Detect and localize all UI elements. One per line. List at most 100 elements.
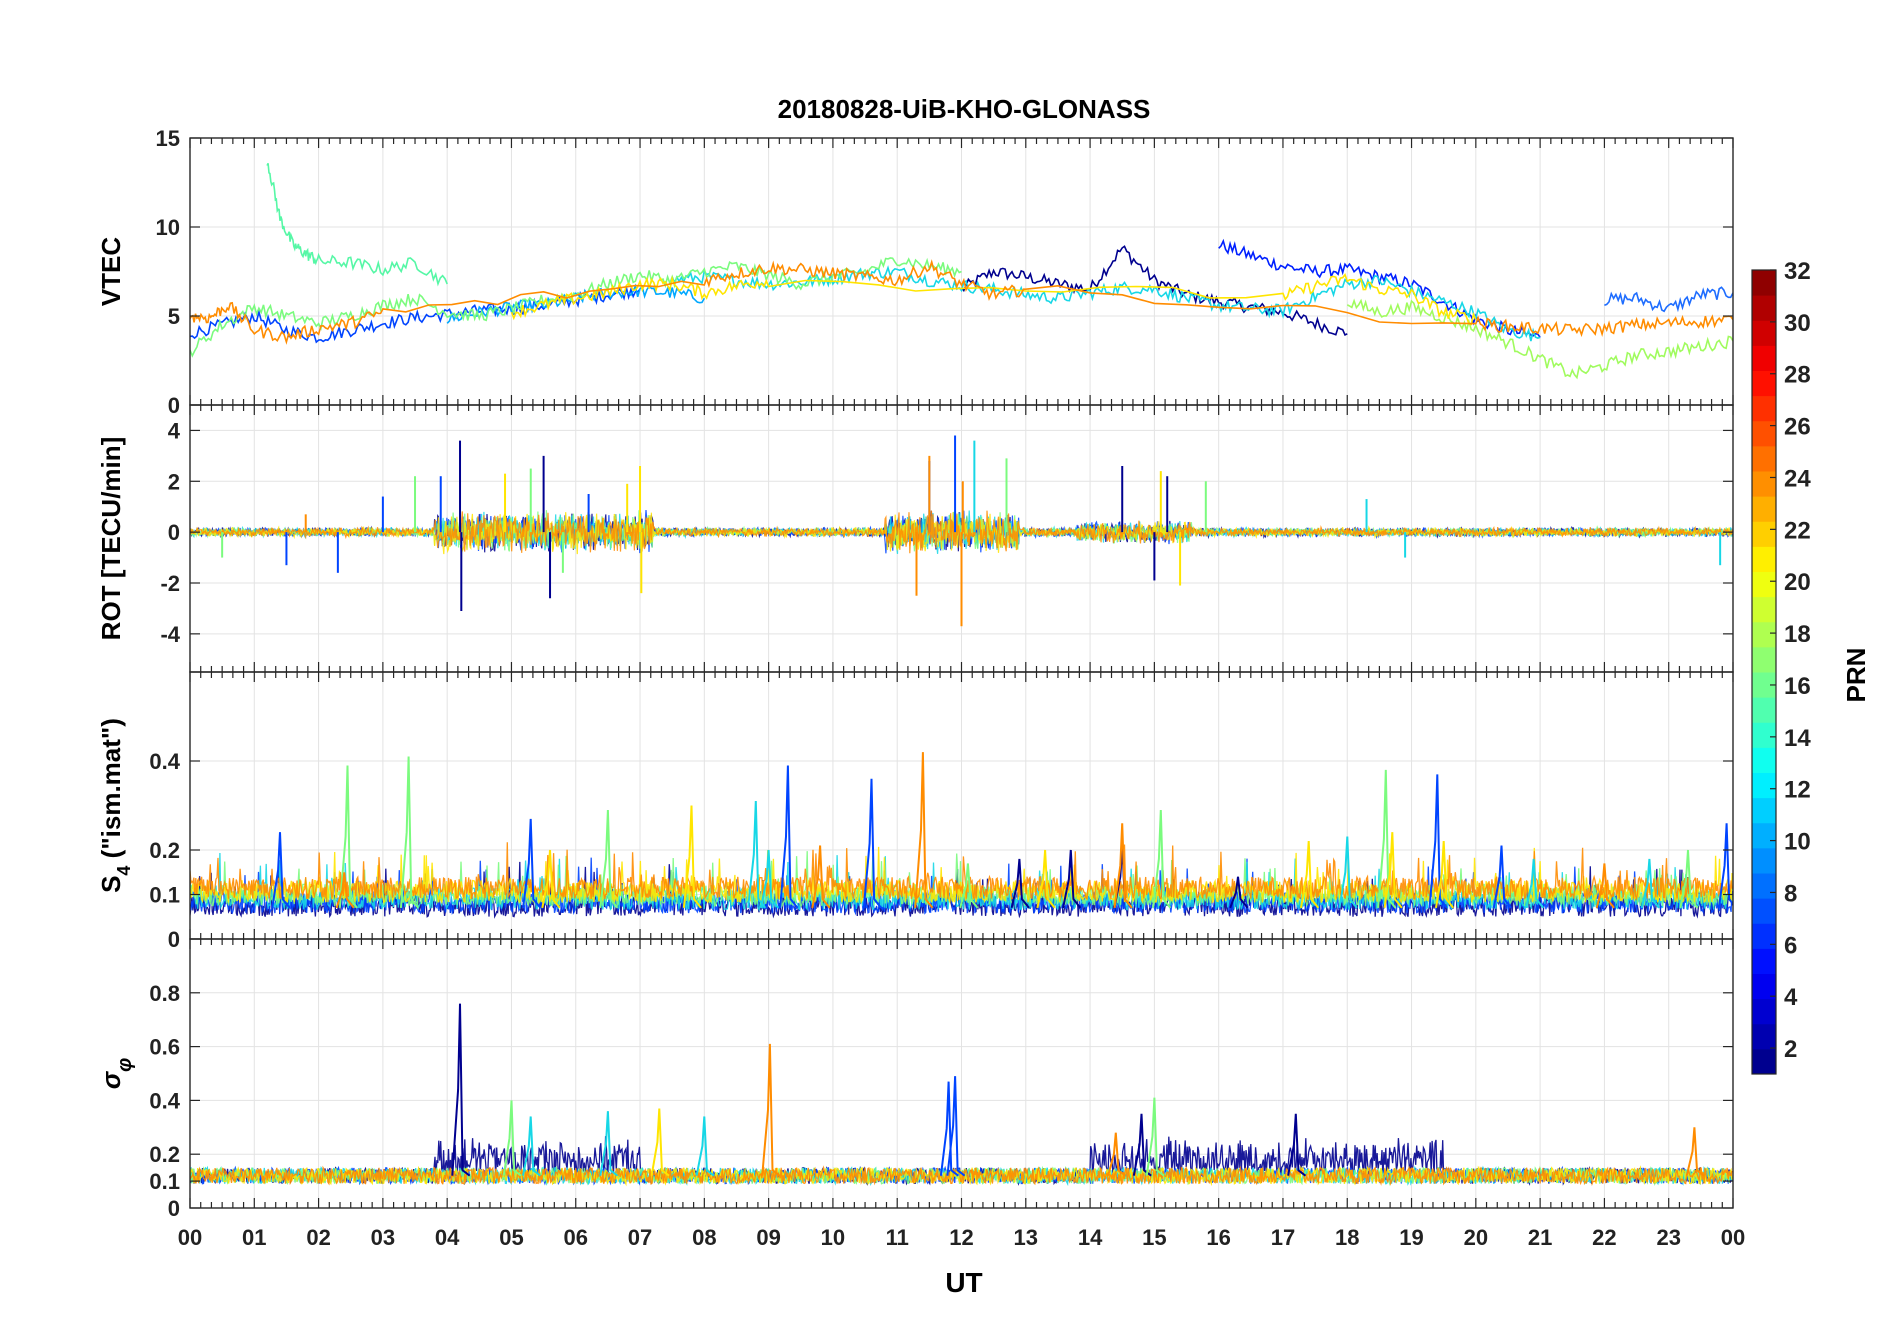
x-tick-label: 00 — [178, 1225, 202, 1250]
s4-peak-prn20 — [1435, 841, 1455, 909]
y-tick-label: 0 — [168, 927, 180, 952]
s4-peak-prn23 — [914, 752, 934, 909]
colorbar-segment — [1752, 571, 1776, 598]
panel-s4: 0 0.1 0.2 0.4 S4 ("ism.mat") — [96, 671, 1734, 952]
s4-peak-prn5 — [779, 765, 799, 909]
s4-noise-5 — [190, 842, 1733, 902]
y-axis-label-s4: S4 ("ism.mat") — [96, 718, 134, 893]
ticks-vtec — [189, 137, 1734, 406]
s4-peak-prn5 — [271, 832, 291, 909]
x-tick-label: 10 — [821, 1225, 845, 1250]
colorbar-tick-label: 8 — [1784, 880, 1797, 907]
x-tick-label: 14 — [1078, 1225, 1103, 1250]
s4-peak-prn23 — [1113, 823, 1133, 909]
s4-peak-prn16 — [1679, 849, 1699, 909]
sigma-peak-prn1 — [451, 1003, 471, 1177]
s4-peak-prn5 — [862, 778, 882, 909]
colorbar-segment — [1752, 596, 1776, 623]
s4-peak-prn12 — [1338, 836, 1358, 909]
x-tick-label: 05 — [499, 1225, 523, 1250]
colorbar-tick-label: 32 — [1784, 258, 1811, 285]
x-tick-label: 18 — [1335, 1225, 1359, 1250]
x-tick-label: 22 — [1592, 1225, 1616, 1250]
colorbar-segment — [1752, 898, 1776, 924]
x-tick-label: 01 — [242, 1225, 266, 1250]
data-sigma_phi — [190, 1003, 1733, 1187]
colorbar-tick-label: 16 — [1784, 673, 1811, 700]
vtec-series-prn-17 — [1346, 298, 1733, 380]
colorbar-segment — [1752, 521, 1776, 547]
x-tick-label: 04 — [435, 1225, 460, 1250]
s4-peak-prn23 — [811, 845, 831, 909]
s4-peak-prn16 — [338, 765, 358, 909]
colorbar-segment — [1752, 948, 1776, 974]
y-tick-label: 0.1 — [149, 1169, 180, 1194]
s4-peak-prn1 — [1062, 849, 1082, 909]
panel-vtec: 0 5 10 15 VTEC — [96, 126, 1734, 418]
sigma-peak-prn16 — [502, 1100, 522, 1177]
colorbar-tick-label: 24 — [1784, 465, 1811, 492]
sigma-peak-prn5 — [946, 1076, 966, 1177]
colorbar-segment — [1752, 320, 1776, 346]
s4-peak-prn1 — [1229, 876, 1249, 909]
colorbar-segment — [1752, 345, 1776, 371]
x-axis-label: UT — [945, 1267, 982, 1298]
colorbar-segment — [1752, 847, 1776, 874]
x-tick-label: 09 — [756, 1225, 780, 1250]
sigma-noise-5 — [190, 1165, 1733, 1187]
colorbar-tick-label: 28 — [1784, 362, 1811, 389]
x-tick-label: 23 — [1656, 1225, 1680, 1250]
sigma-peak-prn5 — [939, 1081, 959, 1177]
s4-peak-prn16 — [599, 809, 619, 909]
s4-peak-prn16 — [959, 863, 979, 909]
y-axis-label-sigma_phi: σφ — [96, 1058, 136, 1089]
s4-peak-prn16 — [1377, 769, 1397, 909]
colorbar-segment — [1752, 496, 1776, 522]
vtec-series-prn-20 — [510, 273, 1477, 326]
s4-peak-prn20 — [1300, 841, 1320, 909]
s4-peak-prn12 — [747, 800, 767, 909]
colorbar-segment — [1752, 370, 1776, 397]
colorbar-tick-label: 30 — [1784, 310, 1811, 337]
vtec-series-prn-7 — [1604, 286, 1733, 313]
colorbar-segment — [1752, 797, 1776, 824]
x-tick-label: 19 — [1399, 1225, 1423, 1250]
vtec-series-prn-10 — [446, 283, 706, 324]
colorbar-segment — [1752, 395, 1776, 422]
x-tick-label: 21 — [1528, 1225, 1552, 1250]
sigma-peak-prn23 — [761, 1043, 781, 1177]
colorbar-segment — [1752, 973, 1776, 1000]
s4-peak-prn23 — [1595, 863, 1615, 909]
y-tick-label: 0 — [168, 1196, 180, 1221]
x-tick-label: 00 — [1721, 1225, 1745, 1250]
s4-peak-prn12 — [759, 849, 780, 909]
vtec-series-prn-4 — [1218, 238, 1541, 338]
x-tick-label: 17 — [1271, 1225, 1295, 1250]
grid-rot — [190, 405, 1733, 672]
sigma-peak-prn12 — [599, 1111, 619, 1177]
ticks-sigma_phi — [189, 939, 1734, 1209]
data-vtec — [190, 162, 1733, 380]
s4-peak-prn5 — [1717, 823, 1733, 909]
y-tick-label: 4 — [168, 418, 181, 443]
colorbar-tick-label: 14 — [1784, 725, 1811, 752]
colorbar-tick-label: 12 — [1784, 777, 1811, 804]
colorbar-segment — [1752, 445, 1776, 472]
s4-peak-prn20 — [541, 849, 561, 909]
s4-peak-prn5 — [522, 818, 542, 909]
x-tick-label: 13 — [1014, 1225, 1038, 1250]
s4-peak-prn12 — [1525, 858, 1545, 909]
x-tick-label: 08 — [692, 1225, 716, 1250]
x-tick-label: 12 — [949, 1225, 973, 1250]
s4-peak-prn23 — [335, 872, 355, 909]
y-axis-label-rot: ROT [TECU/min] — [96, 437, 126, 641]
s4-peak-prn5 — [1492, 845, 1512, 909]
colorbar-segment — [1752, 923, 1776, 949]
colorbar-segment — [1752, 1048, 1776, 1075]
colorbar-segment — [1752, 772, 1776, 799]
sigma-peak-prn12 — [522, 1116, 542, 1177]
vtec-series-prn-23 — [190, 259, 1733, 345]
colorbar-segment — [1752, 270, 1776, 296]
colorbar-segment — [1752, 621, 1776, 648]
colorbar-segment — [1752, 722, 1776, 748]
